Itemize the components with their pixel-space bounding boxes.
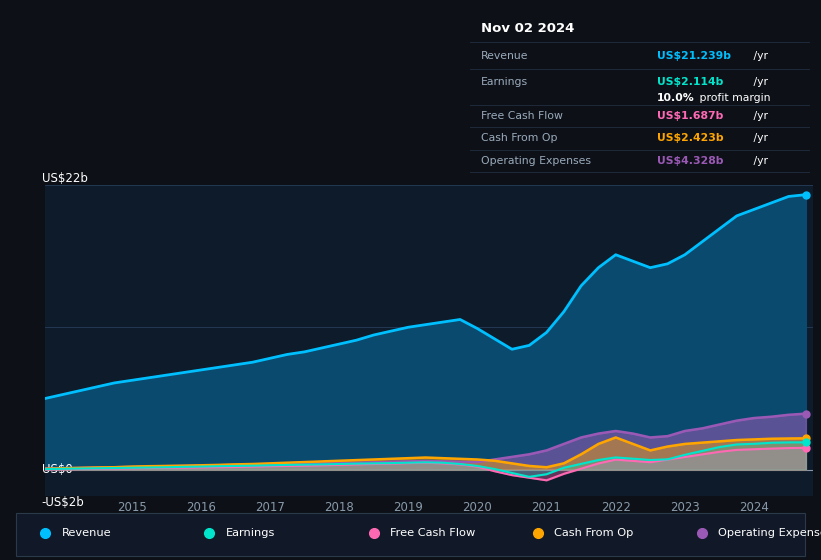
Text: /yr: /yr [750, 133, 768, 143]
Text: -US$2b: -US$2b [42, 496, 85, 508]
Text: Cash From Op: Cash From Op [480, 133, 557, 143]
Text: Nov 02 2024: Nov 02 2024 [480, 22, 574, 35]
Text: profit margin: profit margin [696, 94, 770, 103]
Text: US$21.239b: US$21.239b [657, 50, 731, 60]
Text: Operating Expenses: Operating Expenses [718, 528, 821, 538]
FancyBboxPatch shape [16, 513, 805, 556]
Text: Free Cash Flow: Free Cash Flow [390, 528, 475, 538]
Text: Revenue: Revenue [62, 528, 111, 538]
Text: Free Cash Flow: Free Cash Flow [480, 111, 562, 121]
Text: Cash From Op: Cash From Op [554, 528, 634, 538]
Text: /yr: /yr [750, 50, 768, 60]
Text: Revenue: Revenue [480, 50, 528, 60]
Text: /yr: /yr [750, 77, 768, 87]
Text: Earnings: Earnings [226, 528, 275, 538]
Text: US$0: US$0 [42, 463, 72, 476]
Text: US$4.328b: US$4.328b [657, 156, 723, 166]
Text: 10.0%: 10.0% [657, 94, 695, 103]
Text: US$2.423b: US$2.423b [657, 133, 723, 143]
Text: Operating Expenses: Operating Expenses [480, 156, 590, 166]
Text: US$2.114b: US$2.114b [657, 77, 723, 87]
Text: Earnings: Earnings [480, 77, 528, 87]
Text: /yr: /yr [750, 111, 768, 121]
Text: US$1.687b: US$1.687b [657, 111, 723, 121]
Text: /yr: /yr [750, 156, 768, 166]
Text: US$22b: US$22b [42, 172, 88, 185]
